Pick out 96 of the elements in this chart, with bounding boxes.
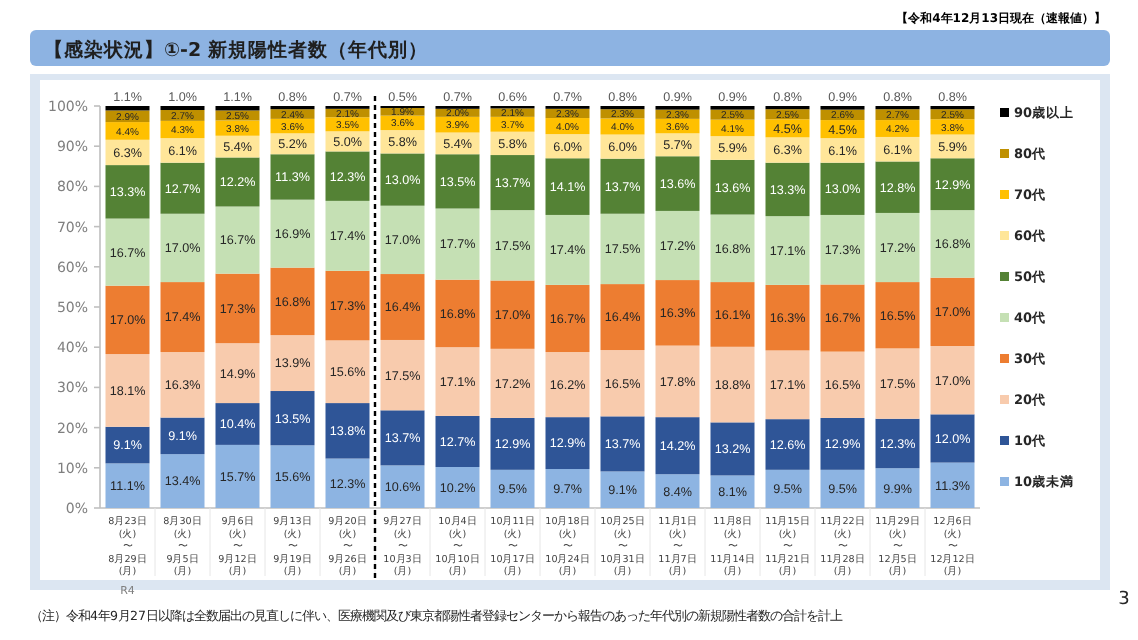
chart-title: 【感染状況】①-2 新規陽性者数（年代別） — [44, 38, 428, 62]
bar — [710, 159, 755, 215]
bar — [930, 414, 975, 463]
bar — [490, 155, 535, 211]
bar — [600, 213, 645, 285]
bar — [765, 216, 810, 285]
bar — [270, 154, 315, 200]
bar — [105, 463, 150, 508]
bar — [380, 339, 425, 411]
bar — [435, 154, 480, 209]
bar — [160, 213, 205, 283]
bar — [105, 285, 150, 355]
text: 3 — [1118, 590, 1130, 610]
bar — [545, 469, 590, 508]
bar — [930, 158, 975, 211]
bar — [380, 410, 425, 466]
bar — [380, 465, 425, 508]
bar — [270, 267, 315, 336]
bar — [710, 422, 755, 476]
bar — [160, 454, 205, 508]
bar — [490, 280, 535, 349]
bar — [655, 345, 700, 418]
bar — [325, 200, 370, 271]
bar — [875, 348, 920, 419]
bar — [215, 273, 260, 344]
bar — [820, 417, 865, 470]
bar — [545, 417, 590, 470]
bar — [325, 270, 370, 341]
bar — [380, 153, 425, 206]
bar — [490, 210, 535, 281]
bar — [435, 208, 480, 280]
bar — [930, 462, 975, 508]
bar — [600, 118, 645, 135]
bar — [325, 403, 370, 459]
bar — [820, 284, 865, 352]
bar — [435, 279, 480, 348]
bar — [600, 158, 645, 214]
bar — [215, 157, 260, 207]
bar — [820, 469, 865, 508]
bar — [710, 346, 755, 423]
bar — [215, 444, 260, 508]
bar — [270, 391, 315, 446]
bar — [765, 284, 810, 351]
bar — [875, 418, 920, 469]
bar — [490, 348, 535, 418]
bar — [655, 417, 700, 475]
bar — [710, 214, 755, 283]
bar — [545, 214, 590, 285]
bar — [435, 415, 480, 467]
bar — [270, 335, 315, 392]
bar — [215, 343, 260, 404]
bar — [270, 199, 315, 268]
bar — [930, 345, 975, 415]
bar — [105, 165, 150, 219]
bar — [655, 280, 700, 346]
bar — [875, 468, 920, 508]
bar — [930, 210, 975, 278]
bar — [545, 284, 590, 353]
bar — [875, 212, 920, 283]
bar — [710, 475, 755, 508]
bar — [545, 158, 590, 215]
bar — [930, 277, 975, 346]
bar — [380, 205, 425, 275]
bar — [765, 419, 810, 470]
bar — [655, 474, 700, 508]
bar — [820, 214, 865, 285]
bar — [820, 351, 865, 418]
bar — [765, 469, 810, 508]
bar — [655, 156, 700, 211]
bar — [215, 403, 260, 445]
bar — [875, 161, 920, 213]
bar — [490, 417, 535, 470]
bar — [270, 445, 315, 508]
bar — [765, 162, 810, 217]
bar — [600, 471, 645, 508]
bar — [765, 350, 810, 420]
bar — [325, 458, 370, 508]
bar — [435, 347, 480, 416]
bar — [380, 274, 425, 340]
bar — [160, 352, 205, 418]
bar — [545, 352, 590, 418]
bar — [655, 210, 700, 281]
bar — [325, 340, 370, 404]
bar — [490, 469, 535, 508]
bar — [105, 218, 150, 286]
bar — [160, 282, 205, 353]
bar — [600, 350, 645, 417]
bar — [160, 162, 205, 214]
bar — [820, 162, 865, 215]
bar — [105, 354, 150, 427]
bar — [215, 206, 260, 274]
bar — [875, 282, 920, 349]
bar — [710, 282, 755, 347]
bar — [325, 151, 370, 201]
bar — [600, 284, 645, 351]
bar — [600, 416, 645, 472]
